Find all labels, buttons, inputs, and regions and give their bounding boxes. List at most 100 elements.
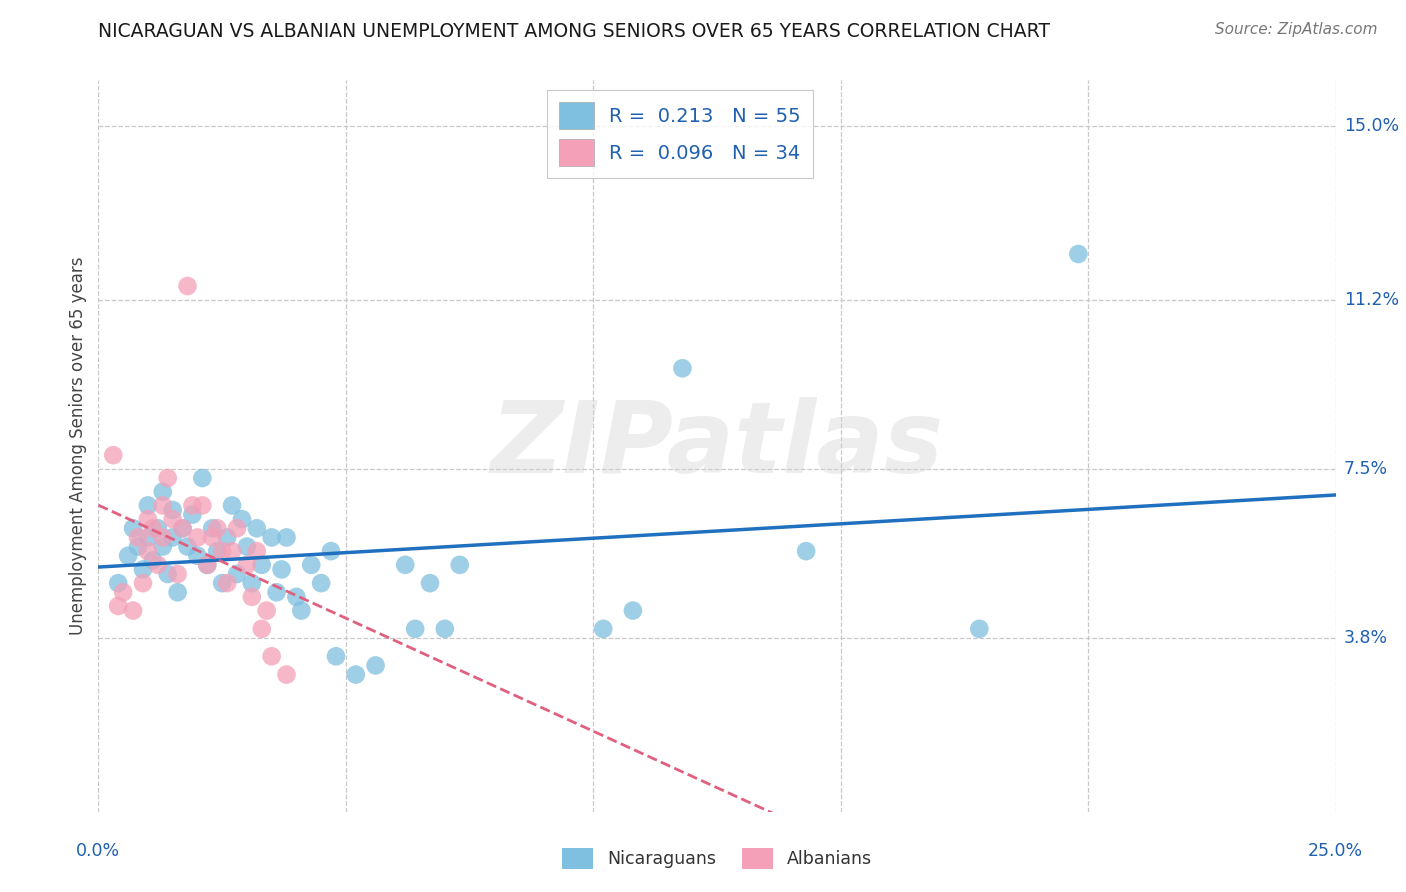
Point: [250, 558, 273, 572]
Point: [260, 649, 283, 664]
Point: [344, 667, 367, 681]
Point: [270, 562, 292, 576]
Point: [146, 558, 169, 572]
Text: 25.0%: 25.0%: [1308, 842, 1364, 860]
Point: [181, 499, 204, 513]
Point: [205, 521, 228, 535]
Point: [172, 521, 194, 535]
Text: NICARAGUAN VS ALBANIAN UNEMPLOYMENT AMONG SENIORS OVER 65 YEARS CORRELATION CHAR: NICARAGUAN VS ALBANIAN UNEMPLOYMENT AMON…: [98, 22, 1050, 41]
Point: [191, 471, 214, 485]
Point: [592, 622, 614, 636]
Point: [226, 521, 249, 535]
Point: [152, 530, 174, 544]
Point: [260, 530, 283, 544]
Point: [166, 585, 188, 599]
Point: [299, 558, 322, 572]
Point: [419, 576, 441, 591]
Point: [176, 540, 198, 554]
Point: [136, 544, 159, 558]
Point: [364, 658, 387, 673]
Text: 7.5%: 7.5%: [1344, 460, 1388, 478]
Point: [166, 567, 188, 582]
Point: [107, 576, 129, 591]
Point: [404, 622, 426, 636]
Legend: Nicaraguans, Albanians: Nicaraguans, Albanians: [555, 841, 879, 876]
Point: [176, 279, 198, 293]
Point: [211, 576, 233, 591]
Point: [217, 530, 239, 544]
Point: [319, 544, 342, 558]
Point: [132, 576, 155, 591]
Point: [246, 521, 269, 535]
Point: [172, 521, 194, 535]
Point: [142, 553, 165, 567]
Point: [794, 544, 817, 558]
Point: [211, 544, 233, 558]
Point: [205, 544, 228, 558]
Y-axis label: Unemployment Among Seniors over 65 years: Unemployment Among Seniors over 65 years: [69, 257, 87, 635]
Text: 11.2%: 11.2%: [1344, 291, 1399, 309]
Point: [181, 508, 204, 522]
Point: [433, 622, 456, 636]
Point: [671, 361, 693, 376]
Point: [122, 521, 145, 535]
Point: [240, 590, 263, 604]
Point: [231, 512, 253, 526]
Point: [117, 549, 139, 563]
Point: [142, 521, 165, 535]
Point: [969, 622, 991, 636]
Point: [240, 576, 263, 591]
Text: Source: ZipAtlas.com: Source: ZipAtlas.com: [1215, 22, 1378, 37]
Point: [195, 558, 218, 572]
Point: [276, 530, 298, 544]
Point: [449, 558, 471, 572]
Point: [325, 649, 347, 664]
Point: [103, 448, 125, 462]
Point: [152, 484, 174, 499]
Point: [152, 499, 174, 513]
Point: [217, 576, 239, 591]
Point: [136, 499, 159, 513]
Point: [191, 499, 214, 513]
Point: [122, 603, 145, 617]
Point: [621, 603, 644, 617]
Point: [146, 521, 169, 535]
Point: [221, 499, 243, 513]
Point: [186, 549, 208, 563]
Point: [162, 512, 184, 526]
Point: [195, 558, 218, 572]
Point: [136, 512, 159, 526]
Point: [201, 530, 224, 544]
Point: [136, 530, 159, 544]
Point: [152, 540, 174, 554]
Point: [236, 540, 259, 554]
Point: [186, 530, 208, 544]
Point: [107, 599, 129, 613]
Point: [266, 585, 288, 599]
Point: [285, 590, 308, 604]
Point: [309, 576, 332, 591]
Point: [112, 585, 135, 599]
Point: [221, 544, 243, 558]
Text: 3.8%: 3.8%: [1344, 629, 1388, 647]
Text: ZIPatlas: ZIPatlas: [491, 398, 943, 494]
Point: [132, 562, 155, 576]
Point: [127, 540, 149, 554]
Point: [201, 521, 224, 535]
Point: [394, 558, 416, 572]
Point: [250, 622, 273, 636]
Point: [246, 544, 269, 558]
Point: [236, 558, 259, 572]
Point: [162, 530, 184, 544]
Point: [1067, 247, 1090, 261]
Point: [162, 503, 184, 517]
Point: [156, 567, 179, 582]
Text: 0.0%: 0.0%: [76, 842, 121, 860]
Point: [256, 603, 278, 617]
Point: [276, 667, 298, 681]
Point: [127, 530, 149, 544]
Point: [156, 471, 179, 485]
Point: [226, 567, 249, 582]
Text: 15.0%: 15.0%: [1344, 117, 1399, 135]
Point: [290, 603, 312, 617]
